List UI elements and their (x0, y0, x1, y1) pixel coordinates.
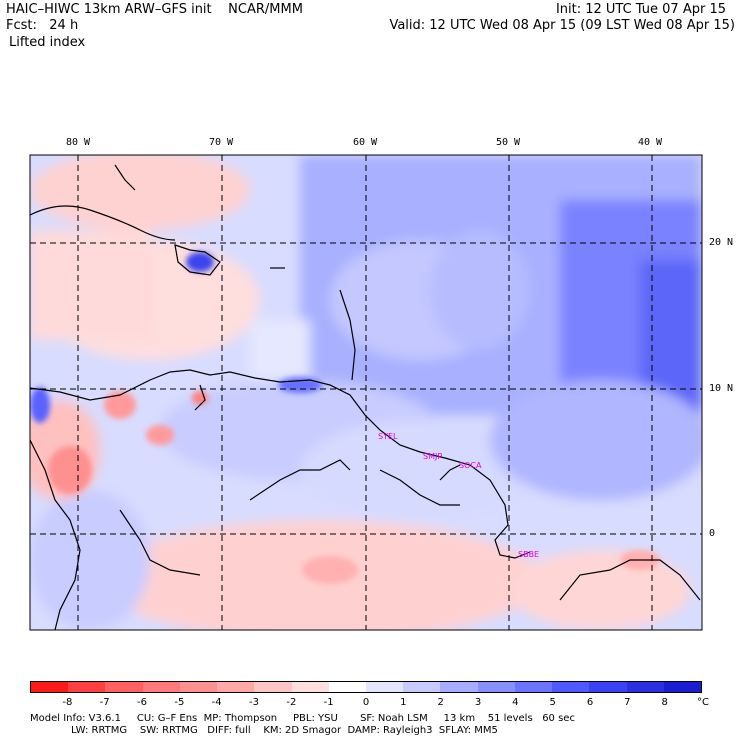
lon-label-40w: 40 W (638, 137, 663, 148)
color-bar-tick-label: 3 (474, 697, 482, 708)
color-bar-tick-label: 7 (624, 697, 631, 708)
color-bar-segment (291, 682, 329, 692)
color-bar-tick-label: -8 (62, 697, 73, 708)
color-bar-segment (105, 682, 143, 692)
color-bar-tick-label: -2 (286, 697, 297, 708)
color-bar-tick-label: 1 (400, 697, 407, 708)
color-bar-segment (328, 682, 366, 692)
color-bar-tick-label: 5 (549, 697, 556, 708)
color-bar-segment (68, 682, 106, 692)
station-syel: SYEL (378, 432, 398, 441)
color-bar-segment (552, 682, 590, 692)
color-bar-segment (477, 682, 515, 692)
color-bar-segment (365, 682, 404, 692)
color-bar-segment (440, 682, 478, 692)
colorbar-unit: °C (697, 697, 709, 708)
color-bar (30, 681, 702, 693)
map-frame (29, 154, 703, 631)
lat-label-20n: 20 N (709, 237, 734, 248)
color-bar-tick-label: 2 (437, 697, 444, 708)
color-bar-tick-label: -6 (137, 697, 147, 708)
field-name: Lifted index (9, 35, 86, 50)
lon-label-80w: 80 W (66, 137, 91, 148)
station-sbbe: SBBE (518, 550, 540, 559)
color-bar-segment (142, 682, 180, 692)
color-bar-tick-label: -3 (249, 697, 259, 708)
lon-label-50w: 50 W (496, 137, 521, 148)
lat-label-10n: 10 N (709, 383, 734, 394)
color-bar-segment (663, 682, 701, 692)
color-bar-segment (179, 682, 218, 692)
lon-label-60w: 60 W (353, 137, 378, 148)
station-soca: SOCA (459, 461, 482, 470)
lon-label-70w: 70 W (209, 137, 234, 148)
init-time: Init: 12 UTC Tue 07 Apr 15 (555, 2, 726, 17)
lat-label-0: 0 (709, 528, 716, 539)
lifted-index-field (30, 155, 702, 630)
color-bar-tick-label: -1 (323, 697, 334, 708)
graticule (30, 155, 702, 630)
valid-time: Valid: 12 UTC Wed 08 Apr 15 (09 LST Wed … (389, 18, 735, 33)
model-info-line2: LW: RRTMG SW: RRTMG DIFF: full KM: 2D Sm… (71, 725, 498, 736)
forecast-hour: Fcst: 24 h (6, 18, 79, 33)
color-bar-tick-label: -4 (211, 697, 222, 708)
coastlines (30, 164, 701, 630)
color-bar-tick-label: -5 (174, 697, 185, 708)
color-bar-tick-label: 6 (586, 697, 594, 708)
color-bar-segment (626, 682, 664, 692)
station-smjp: SMJP (423, 452, 443, 461)
color-bar-segment (254, 682, 292, 692)
model-info-line1: Model Info: V3.6.1 CU: G–F Ens MP: Thomp… (30, 713, 575, 724)
color-bar-segment (31, 682, 69, 692)
model-title: HAIC–HIWC 13km ARW–GFS init NCAR/MMM (6, 2, 303, 17)
color-bar-tick-label: 8 (661, 697, 668, 708)
color-bar-tick-label: 0 (362, 697, 370, 708)
color-bar-segment (217, 682, 255, 692)
color-bar-tick-label: 4 (512, 697, 519, 708)
color-bar-segment (403, 682, 441, 692)
color-bar-segment (514, 682, 553, 692)
color-bar-segment (589, 682, 627, 692)
color-bar-tick-label: -7 (99, 697, 110, 708)
